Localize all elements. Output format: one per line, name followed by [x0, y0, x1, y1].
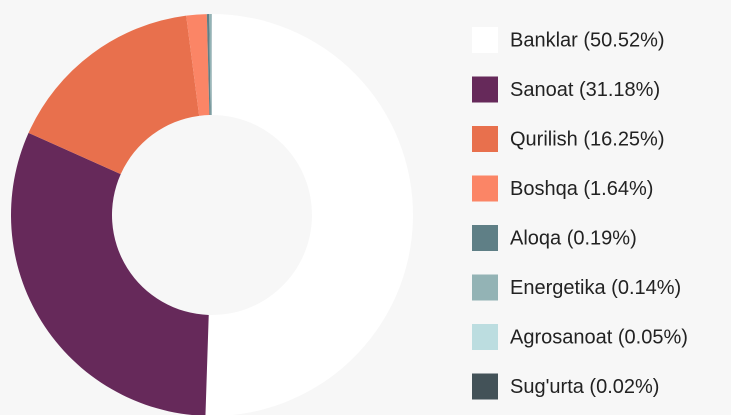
legend-label: Qurilish (16.25%)	[510, 128, 665, 150]
donut-slice	[205, 14, 413, 415]
legend-swatch	[472, 126, 498, 152]
legend-swatch	[472, 76, 498, 103]
legend-label: Agrosanoat (0.05%)	[510, 326, 688, 348]
legend-swatch	[472, 175, 498, 202]
legend-swatch	[472, 27, 498, 53]
donut-slice	[209, 14, 212, 116]
legend-label: Sanoat (31.18%)	[510, 79, 660, 101]
legend-label: Boshqa (1.64%)	[510, 178, 653, 200]
donut-slice	[186, 14, 210, 116]
donut-slice	[210, 14, 212, 116]
legend-swatch	[472, 225, 498, 251]
donut-slice	[206, 14, 211, 116]
donut-slice	[11, 132, 209, 415]
legend-label: Energetika (0.14%)	[510, 277, 681, 299]
legend-swatch	[472, 324, 498, 350]
legend-label: Aloqa (0.19%)	[510, 227, 637, 249]
donut-slice	[28, 15, 200, 175]
legend-swatch	[472, 373, 498, 400]
legend-swatch	[472, 274, 498, 301]
legend-label: Sug'urta (0.02%)	[510, 376, 659, 398]
legend-label: Banklar (50.52%)	[510, 29, 665, 51]
